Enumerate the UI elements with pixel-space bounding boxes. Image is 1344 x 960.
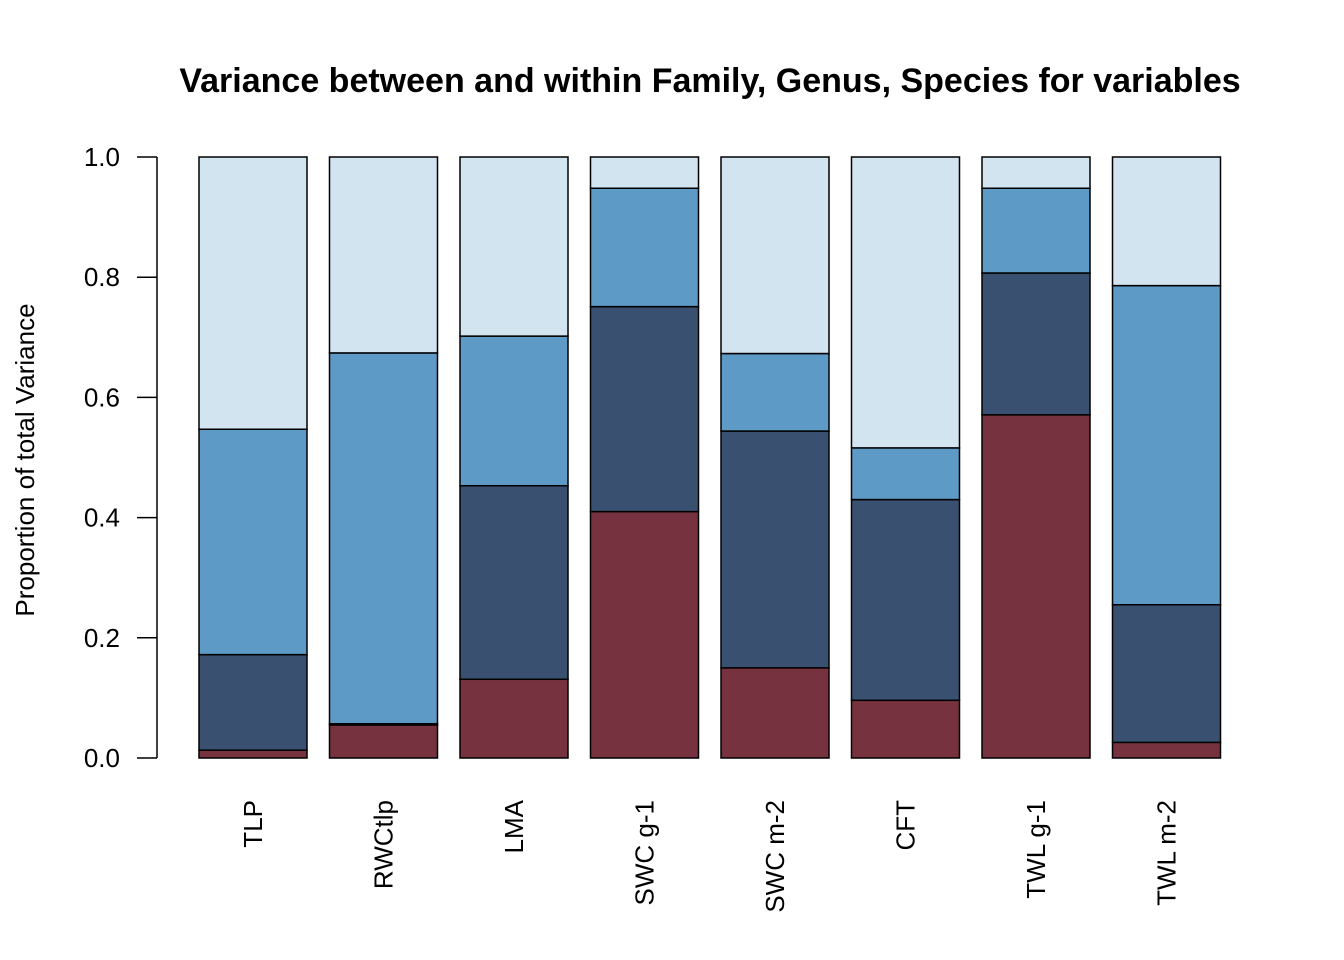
bar-segment xyxy=(459,678,569,759)
y-tick-label: 0.2 xyxy=(84,623,120,653)
y-axis: 0.0 0.2 0.4 0.6 0.8 1.0 xyxy=(84,142,158,773)
y-tick-label: 0.6 xyxy=(84,382,120,412)
bar-segment xyxy=(720,430,830,669)
bar-segment xyxy=(589,510,700,759)
x-axis-labels: TLP RWCtlp LMA SWC g-1 SWC m-2 CFT TWL g-1 TWL … xyxy=(238,799,1182,912)
y-tick-label: 1.0 xyxy=(84,142,120,172)
bar-segment xyxy=(328,352,439,725)
bar-segment xyxy=(850,156,961,449)
x-tick-label: TWL m-2 xyxy=(1152,800,1182,906)
chart-title: Variance between and within Family, Genu… xyxy=(179,62,1240,100)
x-tick-label: SWC m-2 xyxy=(760,800,790,913)
x-tick-label: TLP xyxy=(238,800,268,848)
bar-segment xyxy=(981,272,1091,416)
x-tick-label: SWC g-1 xyxy=(630,800,660,905)
bar-segment xyxy=(850,447,961,501)
bar-segment xyxy=(459,156,569,337)
y-tick-label: 0.4 xyxy=(84,503,120,533)
bar-segment xyxy=(198,156,308,431)
x-tick-label: LMA xyxy=(499,799,529,853)
bar-segment xyxy=(720,667,830,759)
bar-segment xyxy=(1111,603,1222,744)
bar-segment xyxy=(589,187,700,308)
y-tick-label: 0.8 xyxy=(84,262,120,292)
bar-segment xyxy=(981,414,1091,759)
bar-segment xyxy=(981,156,1091,190)
bar-segment xyxy=(328,156,439,354)
bar-segment xyxy=(720,156,830,355)
bar-segment xyxy=(328,724,439,759)
bar-segment xyxy=(981,187,1091,274)
bar-segment xyxy=(850,699,961,759)
x-tick-label: RWCtlp xyxy=(369,800,399,889)
bar-segment xyxy=(850,498,961,702)
bar-segment xyxy=(1111,741,1222,759)
bar-segment xyxy=(1111,284,1222,606)
bar-segment xyxy=(198,653,308,751)
x-tick-label: TWL g-1 xyxy=(1021,800,1051,899)
bar-segment xyxy=(459,335,569,487)
bar-segment xyxy=(1111,156,1222,287)
y-tick-label: 0.0 xyxy=(84,743,120,773)
bar-segment xyxy=(198,428,308,656)
bar-segment xyxy=(459,484,569,681)
x-tick-label: CFT xyxy=(891,800,921,851)
bar-segment xyxy=(589,305,700,513)
bar-segment xyxy=(720,352,830,432)
bars-group xyxy=(198,156,1222,759)
bar-segment xyxy=(589,156,700,190)
bar-segment xyxy=(198,749,308,759)
y-axis-label: Proportion of total Variance xyxy=(10,303,40,616)
